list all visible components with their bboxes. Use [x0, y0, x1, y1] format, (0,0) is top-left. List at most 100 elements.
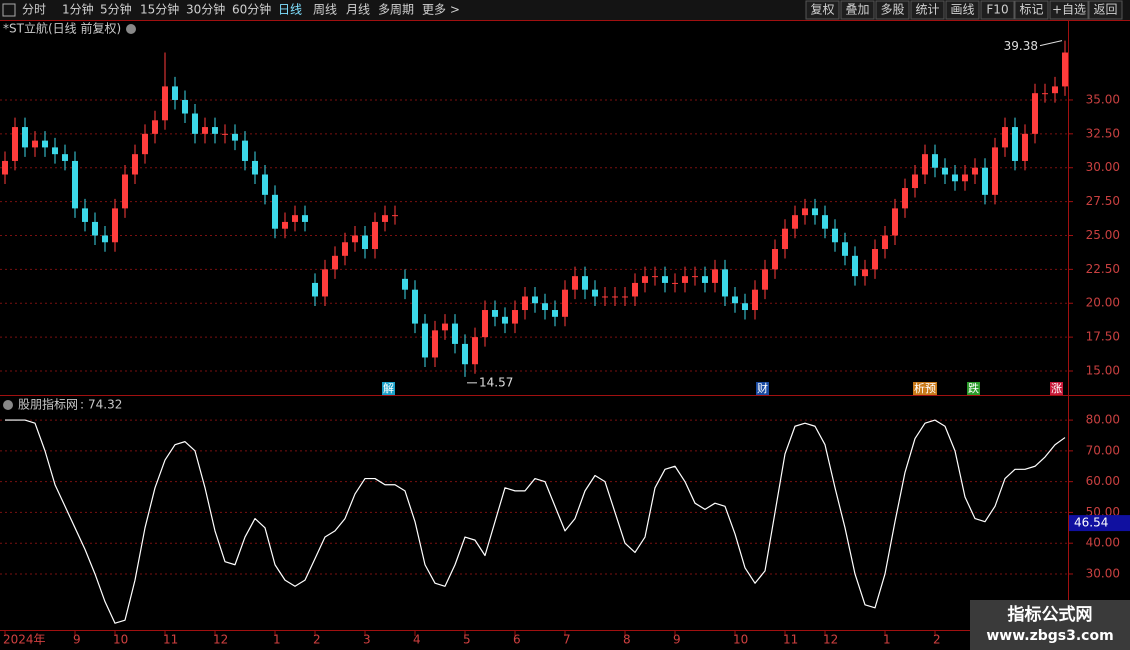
y-tick-label: 30.00 — [1086, 160, 1120, 174]
candle-body — [942, 167, 948, 175]
candle-body — [662, 276, 668, 283]
candle-body — [762, 269, 768, 290]
toolbar-item[interactable]: 1分钟 — [62, 2, 94, 17]
toolbar-button[interactable] — [1014, 0, 1049, 20]
toolbar-button[interactable] — [945, 0, 980, 20]
candle-body — [922, 154, 928, 175]
toolbar-button-label[interactable]: 复权 — [810, 3, 834, 17]
candle-body — [132, 154, 138, 175]
toolbar-item[interactable]: 15分钟 — [140, 2, 179, 17]
candle-body — [612, 296, 618, 298]
candle-body — [622, 296, 628, 298]
toolbar-item[interactable]: 60分钟 — [232, 2, 271, 17]
toolbar-button[interactable] — [1049, 0, 1089, 20]
high-annotation: 39.38 — [1004, 39, 1038, 53]
candle-body — [32, 140, 38, 148]
candle-body — [1032, 93, 1038, 134]
dropdown-icon[interactable] — [3, 400, 13, 410]
toolbar-item[interactable]: 周线 — [313, 3, 337, 17]
toolbar-button-label[interactable]: 返回 — [1093, 3, 1117, 17]
toolbar-button-label[interactable]: 叠加 — [845, 3, 869, 17]
candle-body — [772, 249, 778, 270]
event-label[interactable]: 析预 — [914, 381, 936, 395]
event-marker[interactable] — [382, 382, 395, 395]
candle-body — [572, 276, 578, 290]
candle-body — [472, 337, 478, 365]
candle-body — [562, 289, 568, 317]
candle-body — [392, 215, 398, 217]
event-marker[interactable] — [967, 382, 980, 395]
toolbar-item[interactable]: 日线 — [278, 3, 302, 17]
candle-body — [202, 127, 208, 134]
toolbar-button[interactable] — [840, 0, 875, 20]
x-tick-label: 10 — [113, 633, 128, 647]
candle-body — [522, 296, 528, 311]
x-tick-label: 8 — [623, 633, 631, 647]
candle-body — [542, 303, 548, 311]
candle-body — [372, 221, 378, 250]
candle-body — [732, 296, 738, 304]
toolbar-button-label[interactable]: 多股 — [880, 3, 904, 17]
toolbar-button[interactable] — [875, 0, 910, 20]
x-tick-label: 12 — [213, 633, 228, 647]
toolbar-item[interactable]: 分时 — [22, 3, 46, 17]
event-label[interactable]: 解 — [383, 381, 394, 395]
candle-body — [232, 133, 238, 141]
candle-body — [702, 276, 708, 283]
candle-body — [222, 133, 228, 135]
candle-body — [292, 215, 298, 222]
toolbar-item[interactable]: 月线 — [346, 3, 370, 17]
event-marker[interactable] — [1050, 382, 1063, 395]
event-label[interactable]: 涨 — [1051, 382, 1062, 395]
x-tick-label: 3 — [363, 633, 371, 647]
stock-title: *ST立航(日线 前复权) — [3, 21, 121, 36]
toolbar-button-label[interactable]: +自选 — [1052, 3, 1086, 17]
toolbar-item[interactable]: 多周期 — [378, 3, 414, 17]
menu-icon[interactable] — [2, 3, 16, 17]
event-marker[interactable] — [913, 382, 937, 395]
toolbar-button-label[interactable]: 标记 — [1019, 3, 1043, 17]
watermark-title: 指标公式网 — [1008, 604, 1093, 625]
toolbar-button[interactable] — [980, 0, 1015, 20]
y-tick-label: 22.50 — [1086, 262, 1120, 276]
candle-body — [282, 221, 288, 229]
candle-body — [1002, 127, 1008, 148]
x-tick-label: 1 — [273, 633, 281, 647]
x-tick-label: 6 — [513, 633, 521, 647]
candle-body — [952, 174, 958, 182]
event-label[interactable]: 财 — [757, 381, 768, 395]
candle-body — [752, 289, 758, 311]
candle-body — [42, 140, 48, 148]
candle-body — [362, 235, 368, 250]
candle-body — [592, 289, 598, 297]
y-tick-label: 17.50 — [1086, 330, 1120, 344]
toolbar-item[interactable]: 30分钟 — [186, 2, 225, 17]
toolbar-button-label[interactable]: 画线 — [950, 3, 974, 17]
candle-body — [862, 269, 868, 277]
y-tick-label: 80.00 — [1086, 413, 1120, 427]
x-tick-label: 10 — [733, 633, 748, 647]
candle-body — [12, 127, 18, 161]
indicator-value: 74.32 — [88, 398, 122, 412]
dropdown-icon[interactable] — [126, 24, 136, 34]
candle-body — [462, 343, 468, 365]
candle-body — [332, 255, 338, 270]
toolbar-item[interactable]: 更多 > — [422, 3, 460, 17]
x-tick-label: 1 — [883, 633, 891, 647]
annotation-arrow — [1039, 40, 1063, 47]
candle-body — [512, 310, 518, 324]
toolbar-button[interactable] — [1088, 0, 1123, 20]
toolbar-button-label[interactable]: F10 — [986, 3, 1008, 17]
watermark-url: www.zbgs3.com — [986, 628, 1113, 644]
toolbar-item[interactable]: 5分钟 — [100, 2, 132, 17]
toolbar-button[interactable] — [910, 0, 945, 20]
candle-body — [962, 174, 968, 182]
candle-body — [532, 296, 538, 304]
y-tick-label: 40.00 — [1086, 536, 1120, 550]
toolbar-button[interactable] — [805, 0, 840, 20]
x-tick-label: 11 — [163, 633, 178, 647]
toolbar-button-label[interactable]: 统计 — [915, 3, 939, 17]
event-label[interactable]: 跌 — [968, 381, 979, 395]
event-marker[interactable] — [756, 382, 769, 395]
